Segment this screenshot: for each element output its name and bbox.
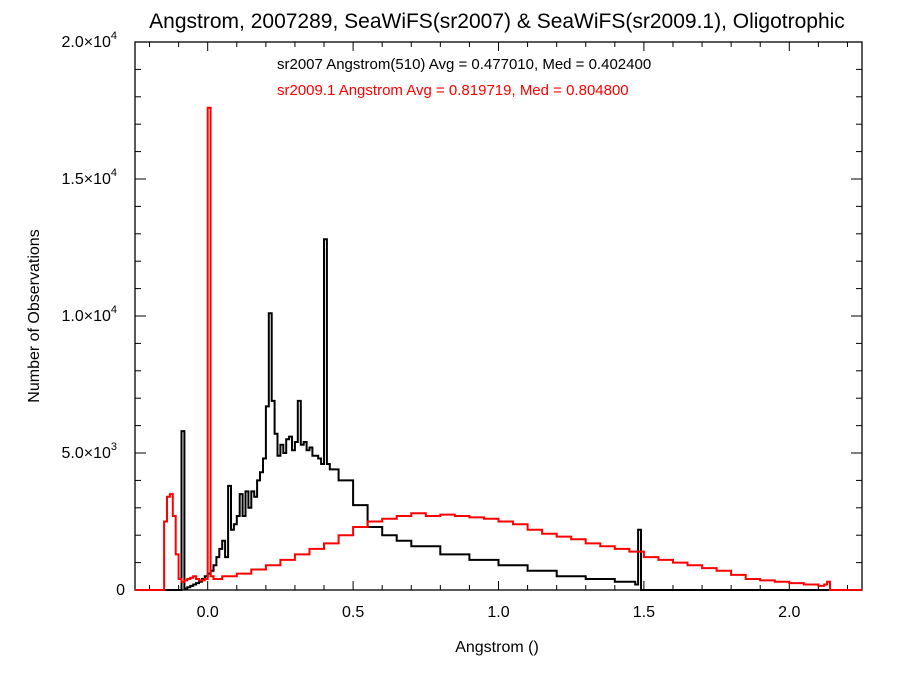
y-axis-label: Number of Observations	[26, 229, 43, 402]
plot-frame	[134, 41, 863, 591]
series-layer	[135, 106, 862, 591]
x-tick-label: 2.0	[778, 604, 800, 621]
series-sr2007-line	[135, 238, 862, 591]
y-tick-label: 5.0×103	[61, 441, 117, 462]
y-tick-label: 1.0×104	[61, 304, 117, 325]
annotation-sr2009: sr2009.1 Angstrom Avg = 0.819719, Med = …	[277, 82, 629, 99]
x-axis-label: Angstrom ()	[455, 639, 539, 656]
y-tick-label: 2.0×104	[61, 30, 117, 51]
x-axis-ticks: 0.0 0.5 1.0 1.5 2.0	[149, 42, 848, 621]
annotation-sr2007: sr2007 Angstrom(510) Avg = 0.477010, Med…	[277, 56, 651, 73]
x-tick-label: 0.5	[342, 604, 364, 621]
chart-title: Angstrom, 2007289, SeaWiFS(sr2007) & Sea…	[149, 10, 845, 33]
y-tick-label: 0	[116, 582, 125, 599]
x-tick-label: 0.0	[197, 604, 219, 621]
x-tick-label: 1.0	[487, 604, 509, 621]
series-sr2009-line	[135, 106, 862, 591]
y-axis-ticks: 0 5.0×103 1.0×104 1.5×104 2.0×104	[61, 30, 862, 599]
y-tick-label: 1.5×104	[61, 167, 117, 188]
x-tick-label: 1.5	[633, 604, 655, 621]
